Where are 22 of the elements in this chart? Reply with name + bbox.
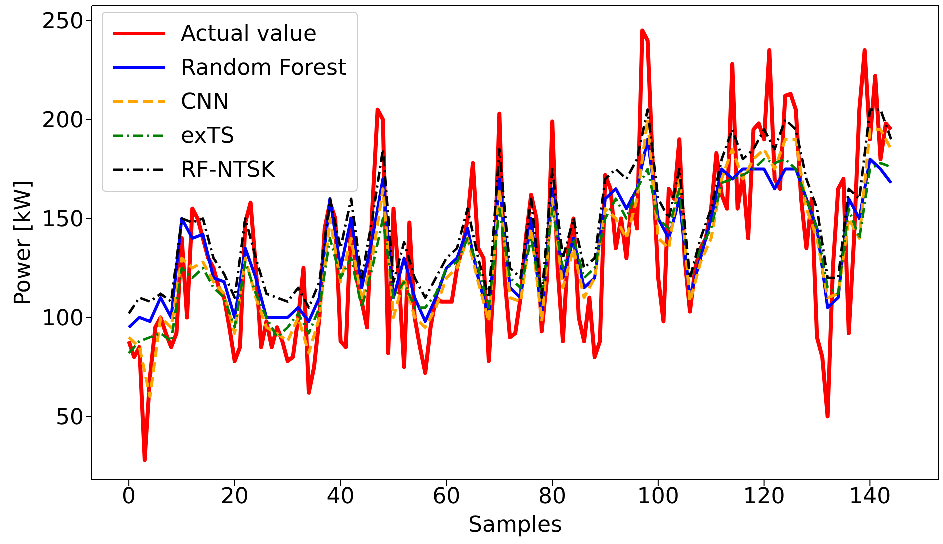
legend-label: RF-NTSK <box>181 158 276 182</box>
line-series <box>128 118 893 398</box>
x-tick-label: 0 <box>122 484 136 510</box>
legend-label: Random Forest <box>181 56 347 80</box>
y-tick-label: 200 <box>42 108 84 134</box>
y-tick-label: 50 <box>56 405 84 430</box>
x-tick-label: 60 <box>432 484 461 510</box>
x-tick-label: 140 <box>849 484 892 510</box>
x-tick-label: 120 <box>743 484 786 510</box>
x-axis-title: Samples <box>468 513 562 538</box>
legend-label: exTS <box>181 124 235 148</box>
y-tick-label: 100 <box>42 306 84 332</box>
x-tick-label: 20 <box>220 484 249 510</box>
x-tick-label: 80 <box>538 484 567 510</box>
line-series <box>128 108 893 316</box>
legend-label: Actual value <box>181 22 318 46</box>
y-axis-title: Power [kW] <box>10 180 36 306</box>
x-tick-label: 40 <box>326 484 355 510</box>
y-tick-label: 250 <box>42 10 84 35</box>
x-tick-label: 100 <box>637 484 680 510</box>
legend-label: CNN <box>181 90 230 114</box>
y-tick-label: 150 <box>42 208 84 233</box>
